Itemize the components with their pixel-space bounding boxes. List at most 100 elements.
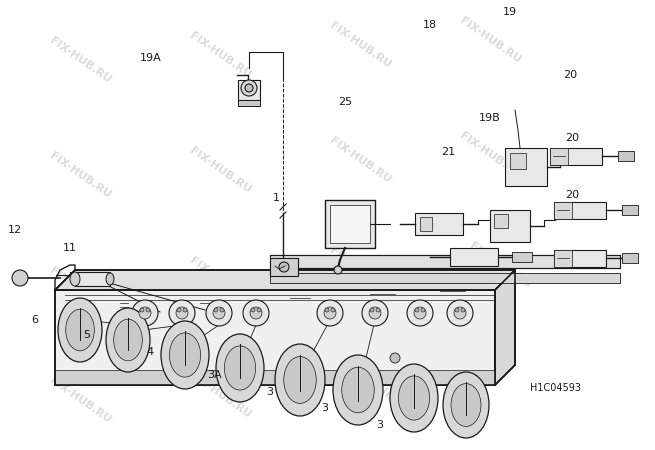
Bar <box>618 151 634 161</box>
Text: FIX-HUB.RU: FIX-HUB.RU <box>328 20 392 70</box>
Circle shape <box>140 308 144 312</box>
Text: H1C04593: H1C04593 <box>530 383 581 393</box>
Ellipse shape <box>390 364 438 432</box>
Text: FIX-HUB.RU: FIX-HUB.RU <box>187 30 252 80</box>
Polygon shape <box>238 100 260 106</box>
Polygon shape <box>55 290 495 385</box>
Polygon shape <box>55 270 515 290</box>
Bar <box>554 202 606 219</box>
Bar <box>505 148 547 186</box>
Polygon shape <box>270 255 620 268</box>
Circle shape <box>206 300 232 326</box>
Bar <box>510 153 526 169</box>
Ellipse shape <box>398 376 430 420</box>
Circle shape <box>334 266 342 274</box>
Text: FIX-HUB.RU: FIX-HUB.RU <box>328 135 392 185</box>
Text: 4: 4 <box>147 347 153 357</box>
Text: 3: 3 <box>267 387 274 397</box>
Text: 3A: 3A <box>208 370 222 380</box>
Polygon shape <box>495 270 515 385</box>
Circle shape <box>325 308 329 312</box>
Circle shape <box>331 308 335 312</box>
Circle shape <box>279 262 289 272</box>
Text: 1: 1 <box>273 193 280 203</box>
Bar <box>494 214 508 228</box>
Bar <box>415 213 463 235</box>
Bar <box>550 148 568 165</box>
Text: FIX-HUB.RU: FIX-HUB.RU <box>458 130 523 180</box>
Text: 20: 20 <box>563 70 577 80</box>
Circle shape <box>324 307 336 319</box>
Text: 21: 21 <box>441 147 455 157</box>
Circle shape <box>362 300 388 326</box>
Bar <box>325 200 375 248</box>
Text: 12: 12 <box>8 225 22 235</box>
Text: FIX-HUB.RU: FIX-HUB.RU <box>458 15 523 65</box>
Text: FIX-HUB.RU: FIX-HUB.RU <box>348 365 413 415</box>
Text: 19A: 19A <box>140 53 162 63</box>
Ellipse shape <box>443 372 489 438</box>
Circle shape <box>407 300 433 326</box>
Circle shape <box>220 308 224 312</box>
Circle shape <box>421 308 425 312</box>
Circle shape <box>370 308 374 312</box>
Circle shape <box>243 300 269 326</box>
Circle shape <box>454 307 466 319</box>
Circle shape <box>317 300 343 326</box>
Text: FIX-HUB.RU: FIX-HUB.RU <box>48 150 113 200</box>
Text: 6: 6 <box>31 315 39 325</box>
Circle shape <box>245 84 253 92</box>
Text: 20: 20 <box>565 133 579 143</box>
Text: 25: 25 <box>338 97 352 107</box>
Ellipse shape <box>70 272 80 286</box>
Bar <box>450 248 498 266</box>
Ellipse shape <box>451 383 481 427</box>
Text: FIX-HUB.RU: FIX-HUB.RU <box>468 240 533 290</box>
Text: 20: 20 <box>565 190 579 200</box>
Circle shape <box>183 308 187 312</box>
Ellipse shape <box>216 334 264 402</box>
Bar <box>420 217 432 231</box>
Circle shape <box>169 300 195 326</box>
Circle shape <box>390 353 400 363</box>
Text: 3: 3 <box>322 403 329 413</box>
Circle shape <box>447 300 473 326</box>
Ellipse shape <box>66 309 94 351</box>
Bar <box>622 253 638 263</box>
Bar <box>554 202 572 219</box>
Circle shape <box>257 308 261 312</box>
Text: FIX-HUB.RU: FIX-HUB.RU <box>48 265 113 315</box>
Ellipse shape <box>225 346 255 390</box>
Ellipse shape <box>106 308 150 372</box>
Ellipse shape <box>106 273 114 285</box>
Circle shape <box>146 308 150 312</box>
Text: FIX-HUB.RU: FIX-HUB.RU <box>48 375 113 425</box>
Circle shape <box>455 308 459 312</box>
Text: 5: 5 <box>83 330 90 340</box>
Bar <box>554 250 572 267</box>
Circle shape <box>177 308 181 312</box>
Bar <box>238 80 260 100</box>
Circle shape <box>369 307 381 319</box>
Text: 19B: 19B <box>479 113 501 123</box>
Circle shape <box>461 308 465 312</box>
Text: 11: 11 <box>63 243 77 253</box>
Ellipse shape <box>342 367 374 413</box>
Bar <box>490 210 530 242</box>
Ellipse shape <box>284 356 316 403</box>
Ellipse shape <box>275 344 325 416</box>
Ellipse shape <box>170 333 200 377</box>
Bar <box>550 148 602 165</box>
Circle shape <box>415 308 419 312</box>
Ellipse shape <box>333 355 383 425</box>
Text: 3: 3 <box>377 420 383 430</box>
Bar <box>75 272 110 286</box>
Circle shape <box>414 307 426 319</box>
Circle shape <box>176 307 188 319</box>
Ellipse shape <box>58 298 102 362</box>
Circle shape <box>376 308 380 312</box>
Text: FIX-HUB.RU: FIX-HUB.RU <box>48 35 113 85</box>
Text: 19: 19 <box>503 7 517 17</box>
Ellipse shape <box>114 319 142 361</box>
Text: 18: 18 <box>423 20 437 30</box>
